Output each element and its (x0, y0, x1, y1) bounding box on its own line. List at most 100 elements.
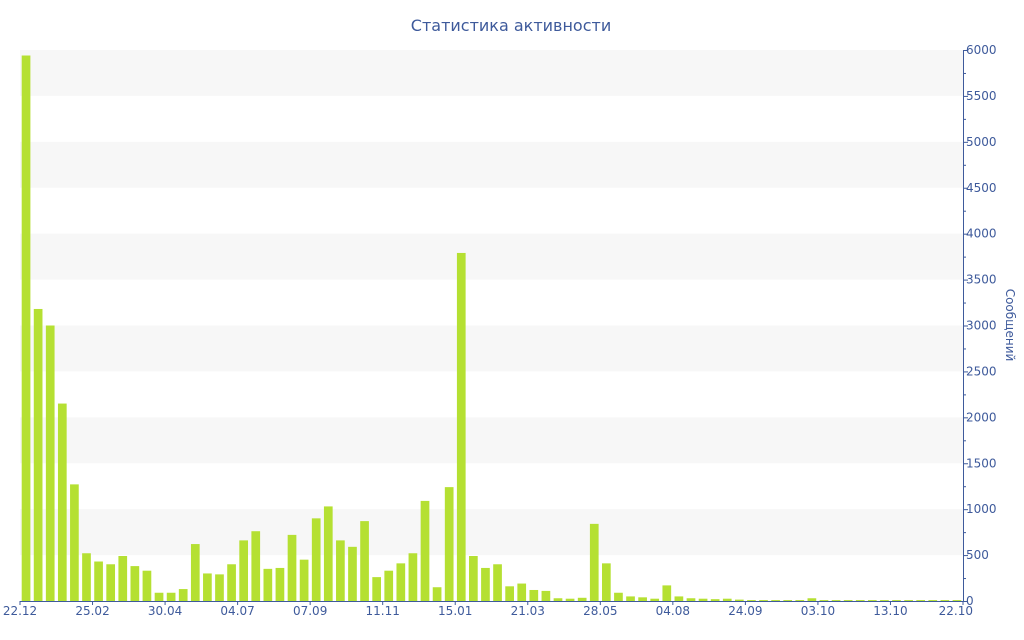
bar (916, 600, 926, 601)
bar (70, 484, 79, 601)
bar (952, 600, 962, 601)
bar (928, 600, 938, 601)
bar (831, 600, 841, 601)
bar (880, 600, 889, 601)
grid-band (20, 509, 963, 556)
bar (348, 546, 357, 601)
bar (336, 540, 345, 601)
bar (795, 600, 805, 601)
y-tick-label: 1500 (966, 456, 997, 470)
bar (493, 564, 502, 601)
chart-title: Статистика активности (411, 16, 611, 35)
bar (323, 506, 333, 601)
bar (469, 556, 478, 601)
grid-band (20, 325, 963, 372)
grid-band (20, 233, 963, 280)
bar (505, 586, 514, 601)
bar (118, 556, 128, 601)
y-tick-label: 2500 (966, 364, 997, 378)
y-tick-label: 3000 (966, 319, 997, 333)
bar (855, 600, 865, 601)
bar (33, 308, 43, 601)
bar (553, 598, 563, 601)
grid-band (20, 417, 963, 464)
x-tick-label: 22.10 (939, 604, 973, 618)
bar (82, 553, 91, 601)
bar (360, 521, 369, 601)
x-axis-ticks: 22.12 25.02 30.04 04.07 07.09 11.11 15.01 21.03… (3, 601, 973, 618)
bar (299, 559, 309, 601)
bar (747, 600, 756, 601)
y-tick-label: 500 (966, 548, 989, 562)
x-tick-label: 07.09 (293, 604, 327, 618)
bar (722, 598, 732, 601)
bar (372, 577, 381, 601)
bar (686, 598, 696, 601)
bar (384, 570, 394, 601)
bar (57, 403, 67, 601)
bar (106, 564, 116, 601)
bar (541, 590, 551, 601)
bar (456, 252, 466, 601)
bar (190, 544, 200, 601)
bar (759, 600, 768, 601)
x-tick-label: 30.04 (148, 604, 182, 618)
y-tick-label: 4000 (966, 227, 997, 241)
bar (215, 574, 224, 601)
bar (517, 583, 527, 601)
bar (263, 568, 273, 601)
grid-band (20, 50, 963, 96)
bar (771, 600, 780, 601)
x-tick-label: 28.05 (583, 604, 617, 618)
bar (142, 570, 152, 601)
bar (734, 599, 744, 601)
bar (287, 534, 297, 601)
y-tick-label: 5500 (966, 89, 997, 103)
y-tick-label: 3500 (966, 273, 997, 287)
bar (251, 531, 261, 601)
bar (21, 55, 31, 601)
bar (130, 566, 140, 601)
bar (154, 592, 164, 601)
x-tick-label: 15.01 (438, 604, 472, 618)
x-tick-label: 03.10 (801, 604, 835, 618)
bar (807, 598, 817, 601)
bar (275, 567, 285, 601)
bar (529, 589, 539, 601)
bar (638, 597, 647, 601)
bar (674, 596, 684, 601)
bar-series (21, 55, 962, 601)
bar (227, 564, 236, 601)
bar (577, 597, 587, 601)
bar (650, 598, 660, 601)
y-axis-ticks: 0 500 1000 1500 2000 2500 3000 3500 4000 4500 5000… (963, 43, 997, 608)
bar (166, 592, 176, 601)
y-tick-label: 4500 (966, 181, 997, 195)
bar (843, 600, 853, 601)
bar (589, 523, 599, 601)
bar (602, 563, 611, 601)
bar (819, 600, 829, 601)
bar (662, 585, 672, 601)
bar (565, 598, 575, 601)
bar (432, 587, 442, 601)
y-axis-label: Сообщений (1003, 289, 1017, 362)
bar (444, 487, 454, 601)
bar (481, 567, 490, 601)
bar (311, 518, 321, 601)
x-tick-label: 25.02 (75, 604, 109, 618)
bar (396, 563, 406, 601)
x-tick-label: 11.11 (366, 604, 400, 618)
grid-bands (20, 50, 963, 556)
x-tick-label: 04.08 (656, 604, 690, 618)
bar (94, 561, 103, 601)
x-tick-label: 22.12 (3, 604, 37, 618)
bar (904, 600, 913, 601)
bar (710, 599, 720, 601)
x-tick-label: 21.03 (511, 604, 545, 618)
bar (626, 596, 635, 601)
bar (867, 600, 877, 601)
grid-band (20, 141, 963, 188)
bar (614, 592, 623, 601)
